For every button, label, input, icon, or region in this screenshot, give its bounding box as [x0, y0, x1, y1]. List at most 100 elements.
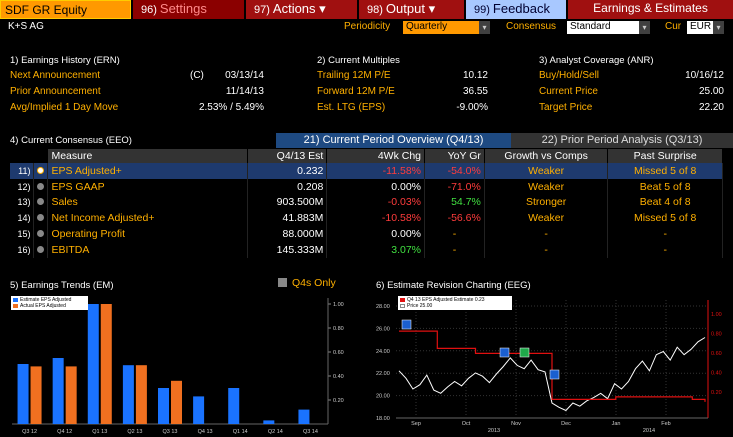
surprise-cell: -	[607, 226, 723, 242]
col-measure[interactable]: Measure	[47, 149, 248, 163]
y-tick-label: 24.00	[376, 349, 390, 355]
x-tick-label: Sep	[411, 421, 421, 427]
x-tick-label: Dec	[561, 421, 571, 427]
radio-selected-icon[interactable]	[37, 166, 45, 174]
yoy-cell: 54.7%	[424, 194, 485, 211]
bar-estimate	[298, 409, 310, 424]
table-row[interactable]: 16) EBITDA 145.333M 3.07% - - -	[10, 241, 723, 258]
row-radio[interactable]	[33, 178, 49, 195]
settings-button[interactable]: 96) Settings	[133, 0, 244, 19]
analyst-marker-icon	[519, 347, 530, 358]
radio-icon[interactable]	[37, 182, 45, 190]
prior-announcement-label: Prior Announcement	[10, 86, 101, 97]
consensus-title[interactable]: 4) Current Consensus (EEO)	[10, 135, 132, 146]
y-tick-label: 20.00	[376, 394, 390, 400]
consensus-table: Measure Q4/13 Est 4Wk Chg YoY Gr Growth …	[10, 149, 723, 258]
q4s-only-checkbox[interactable]	[278, 278, 287, 287]
measure-cell[interactable]: Net Income Adjusted+	[47, 210, 248, 227]
legend-item-estimate: Estimate EPS Adjusted	[13, 297, 86, 303]
row-radio[interactable]	[33, 210, 49, 227]
growth-cell: -	[484, 226, 609, 242]
ltg-value: -9.00%	[456, 102, 488, 113]
tab-current-period[interactable]: 21) Current Period Overview (Q4/13)	[276, 133, 511, 148]
row-radio[interactable]	[33, 226, 49, 242]
measure-cell[interactable]: Operating Profit	[47, 226, 248, 242]
x-tick-label: Q3 12	[22, 429, 37, 435]
col-4wk-chg[interactable]: 4Wk Chg	[326, 149, 426, 163]
row-radio[interactable]	[33, 194, 49, 211]
col-past-surprise[interactable]: Past Surprise	[607, 149, 723, 163]
line-estimate	[399, 330, 706, 402]
radio-icon[interactable]	[37, 214, 45, 222]
measure-cell[interactable]: EPS GAAP	[47, 178, 248, 195]
bar-actual	[30, 366, 42, 424]
target-price-value: 22.20	[698, 102, 724, 113]
chevron-down-icon[interactable]: ▾	[713, 21, 724, 34]
feedback-button[interactable]: 99) Feedback	[466, 0, 566, 19]
yoy-cell: -	[424, 241, 485, 258]
bar-actual	[135, 365, 147, 424]
right-y-tick-label: 0.60	[711, 351, 722, 357]
surprise-cell: -	[607, 241, 723, 258]
table-row[interactable]: 14) Net Income Adjusted+ 41.883M -10.58%…	[10, 210, 723, 227]
col-growth-vs-comps[interactable]: Growth vs Comps	[484, 149, 609, 163]
x-tick-label: Q4 12	[57, 429, 72, 435]
tab-prior-period[interactable]: 22) Prior Period Analysis (Q3/13)	[511, 133, 733, 148]
measure-cell[interactable]: Sales	[47, 194, 248, 211]
buy-hold-sell-label: Buy/Hold/Sell	[539, 70, 600, 81]
chg-cell: 0.00%	[326, 178, 426, 195]
actions-button[interactable]: 97) Actions ▾	[246, 0, 357, 19]
table-row[interactable]: 13) Sales 903.500M -0.03% 54.7% Stronger…	[10, 194, 723, 211]
chevron-down-icon[interactable]: ▾	[479, 21, 490, 34]
legend-item-actual: Actual EPS Adjusted	[13, 303, 86, 309]
radio-icon[interactable]	[37, 245, 45, 253]
table-row[interactable]: 11) EPS Adjusted+ 0.232 -11.58% -54.0% W…	[10, 163, 723, 179]
table-row[interactable]: 15) Operating Profit 88.000M 0.00% - - -	[10, 226, 723, 242]
buy-hold-sell-value: 10/16/12	[685, 70, 724, 81]
currency-dropdown[interactable]: EUR	[687, 21, 713, 34]
earnings-history-title[interactable]: 1) Earnings History (ERN)	[10, 55, 120, 66]
current-price-value: 25.00	[698, 86, 724, 97]
subheader: K+S AG Periodicity Quarterly ▾ Consensus…	[0, 20, 733, 36]
consensus-dropdown[interactable]: Standard	[567, 21, 639, 34]
measure-cell[interactable]: EPS Adjusted+	[47, 163, 248, 179]
ticker-field[interactable]: SDF GR Equity	[0, 0, 131, 19]
chevron-down-icon[interactable]: ▾	[639, 21, 650, 34]
row-number: 12)	[10, 178, 35, 195]
y-tick-label: 0.60	[333, 350, 344, 356]
table-row[interactable]: 12) EPS GAAP 0.208 0.00% -71.0% Weaker B…	[10, 178, 723, 195]
forward-pe-value: 36.55	[462, 86, 488, 97]
right-y-tick-label: 0.80	[711, 332, 722, 338]
bar-estimate	[158, 388, 169, 424]
settings-number: 96)	[141, 4, 157, 16]
bar-estimate	[228, 388, 240, 424]
earnings-trends-legend: Estimate EPS Adjusted Actual EPS Adjuste…	[11, 296, 88, 310]
yoy-cell: -71.0%	[424, 178, 485, 195]
legend-swatch	[400, 303, 405, 308]
x-tick-label: Feb	[661, 421, 670, 427]
chg-cell: 0.00%	[326, 226, 426, 242]
x-year-label: 2013	[488, 428, 500, 434]
radio-icon[interactable]	[37, 198, 45, 206]
radio-icon[interactable]	[37, 230, 45, 238]
periodicity-dropdown[interactable]: Quarterly	[403, 21, 479, 34]
output-number: 98)	[367, 4, 383, 16]
earnings-trends-title[interactable]: 5) Earnings Trends (EM)	[10, 280, 114, 291]
row-radio[interactable]	[33, 163, 49, 179]
col-yoy-gr[interactable]: YoY Gr	[424, 149, 485, 163]
trailing-pe-value: 10.12	[462, 70, 488, 81]
row-radio[interactable]	[33, 241, 49, 258]
legend-actual-label: Actual EPS Adjusted	[20, 303, 66, 309]
x-tick-label: Q4 13	[198, 429, 213, 435]
legend-estimate-label: Estimate EPS Adjusted	[20, 297, 72, 303]
right-y-tick-label: 1.00	[711, 312, 722, 318]
analyst-coverage-title[interactable]: 3) Analyst Coverage (ANR)	[539, 55, 654, 66]
y-tick-label: 0.80	[333, 326, 344, 332]
currency-label: Cur	[665, 21, 682, 32]
revision-chart-title[interactable]: 6) Estimate Revision Charting (EEG)	[376, 280, 531, 291]
output-button[interactable]: 98) Output ▾	[359, 0, 464, 19]
bar-estimate	[87, 304, 99, 424]
chg-cell: -0.03%	[326, 194, 426, 211]
measure-cell[interactable]: EBITDA	[47, 241, 248, 258]
col-estimate[interactable]: Q4/13 Est	[247, 149, 328, 163]
